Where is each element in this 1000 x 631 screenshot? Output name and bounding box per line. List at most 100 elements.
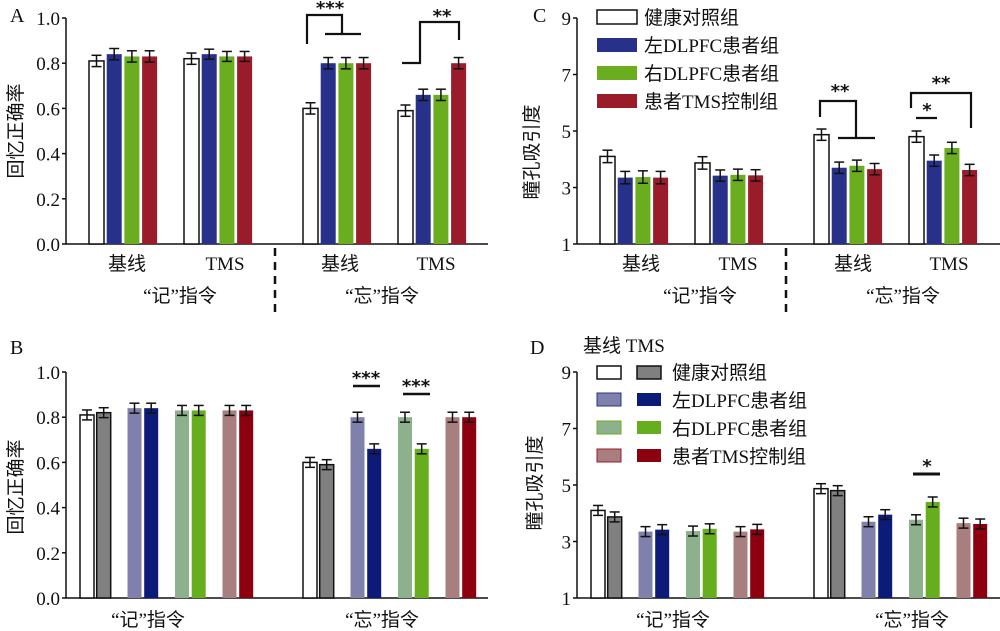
panel-b-ytick-label: 0.0	[36, 589, 60, 610]
panel-d-bar-0-2-tms	[702, 528, 717, 598]
panel-d-ytick-label: 5	[562, 476, 572, 497]
sig-c2: **	[932, 73, 951, 94]
panel-a-bar-1-1	[201, 54, 217, 244]
panel-c-bar-0-3	[653, 177, 669, 244]
panel-c-sig-brackets	[818, 91, 973, 140]
panel-c-bar-3-3	[962, 169, 978, 244]
panel-b-ytick-label: 0.2	[36, 544, 60, 565]
panel-c-xtick-forget-baseline: 基线	[834, 253, 872, 275]
panel-c-ytick-label: 9	[562, 9, 572, 30]
panel-a-group-remember: “记”指令	[143, 285, 217, 307]
legend-swatch-right-baseline	[596, 420, 622, 435]
legend-swatch-right-dlpfc	[597, 66, 637, 80]
panel-b-bar-1-1-tms	[367, 448, 382, 598]
panel-a-bar-2-3	[356, 63, 372, 245]
legend-label-tms-control: 患者TMS控制组	[644, 91, 778, 113]
panel-d-bar-0-3-tms	[750, 529, 765, 598]
legend-label-healthy: 健康对照组	[672, 362, 767, 384]
panel-d-bar-1-0-tms	[829, 489, 846, 599]
panel-a-bar-3-1	[415, 94, 431, 244]
panel-a-bar-0-0	[88, 60, 105, 245]
panel-b-bar-1-2-baseline	[398, 417, 412, 598]
panel-b-ytick-label: 0.4	[36, 499, 60, 520]
bracket-a1-left	[305, 13, 344, 44]
panel-a-xtick-remember-baseline: 基线	[108, 253, 146, 275]
sig-a1: ***	[316, 0, 345, 19]
panel-b-bar-1-3-tms	[462, 417, 477, 598]
legend-header-baseline-tms: 基线 TMS	[583, 335, 665, 357]
panel-d-bar-0-0-baseline	[590, 509, 606, 599]
panel-label-c: C	[533, 5, 546, 27]
panel-d-bar-0-1-tms	[655, 529, 670, 598]
sig-c3: *	[922, 100, 932, 121]
panel-a-ytick-label: 0.0	[36, 235, 60, 256]
panel-b-bar-0-1-baseline	[127, 408, 142, 598]
panel-a-xtick-forget-tms: TMS	[416, 254, 455, 275]
legend-swatch-control-baseline	[596, 448, 622, 463]
panel-a-bar-3-2	[433, 94, 449, 244]
legend-label-right-dlpfc: 右DLPFC患者组	[672, 418, 807, 440]
panel-d-group-forget: “忘”指令	[875, 609, 949, 631]
panel-b-ytick-label: 0.6	[36, 453, 60, 474]
panel-c-xtick-forget-tms: TMS	[929, 254, 968, 275]
sig-c1: **	[831, 81, 850, 102]
panel-c-bar-0-2	[635, 177, 651, 244]
panel-d-bar-0-3-baseline	[733, 531, 748, 598]
panel-a-bar-1-2	[219, 56, 235, 244]
panel-c-bar-0-1	[617, 177, 633, 244]
panel-b-bar-1-1-baseline	[350, 417, 365, 598]
panel-b-bar-0-3-tms	[239, 410, 254, 598]
panel-a-ytick-label: 0.6	[36, 99, 60, 120]
panel-a-bar-0-3	[142, 56, 158, 244]
legend-label-healthy: 健康对照组	[644, 7, 739, 29]
panel-b-bar-0-3-baseline	[222, 410, 237, 598]
legend-swatch-left-tms	[637, 393, 661, 406]
panel-c-bar-3-0	[908, 135, 925, 245]
panel-b-ylabel: 回忆正确率	[5, 439, 27, 534]
panel-c-bar-2-1	[831, 167, 847, 244]
panel-a-bar-1-3	[237, 56, 253, 244]
sig-b2: ***	[402, 376, 431, 397]
panel-c-ytick-label: 7	[562, 66, 572, 87]
panel-b-group-remember: “记”指令	[111, 609, 185, 631]
panel-c-ytick-label: 3	[562, 179, 572, 200]
panel-c-bar-2-0	[813, 133, 830, 245]
panel-b-bar-0-0-tms	[95, 411, 112, 599]
panel-d-ytick-label: 1	[562, 589, 572, 610]
panel-a-ytick-label: 0.4	[36, 145, 60, 166]
panel-a-ytick-label: 1.0	[36, 9, 60, 30]
panel-c-bar-1-2	[730, 174, 746, 244]
panel-a-xtick-forget-baseline: 基线	[321, 253, 359, 275]
panel-c-bar-3-2	[944, 147, 960, 244]
panel-c-legend: 健康对照组 左DLPFC患者组 右DLPFC患者组 患者TMS控制组	[596, 7, 779, 113]
panel-b-bar-0-2-baseline	[175, 410, 189, 598]
bracket-c2	[909, 91, 973, 128]
panel-a-bar-3-0	[397, 109, 414, 245]
bars-layer	[79, 47, 988, 599]
legend-swatch-left-baseline	[596, 392, 622, 407]
legend-swatch-healthy-baseline	[596, 365, 622, 380]
bracket-c1-left	[818, 99, 858, 138]
panel-c-ytick-label: 5	[562, 122, 572, 143]
panel-c-xtick-remember-tms: TMS	[718, 254, 757, 275]
panel-d-bar-1-3-tms	[973, 523, 988, 598]
panel-d-bar-1-1-baseline	[861, 521, 876, 598]
legend-label-left-dlpfc: 左DLPFC患者组	[644, 35, 779, 57]
panel-c-bar-1-1	[712, 175, 728, 244]
panel-c-bar-2-3	[867, 169, 883, 244]
panel-a-bar-2-1	[320, 63, 336, 245]
panel-d-bar-1-3-baseline	[956, 523, 971, 598]
legend-label-left-dlpfc: 左DLPFC患者组	[672, 390, 807, 412]
panel-a-bar-0-2	[124, 56, 140, 244]
panel-a-ytick-label: 0.2	[36, 190, 60, 211]
panel-b-ytick-label: 1.0	[36, 363, 60, 384]
panel-b-bar-1-0-baseline	[302, 461, 318, 599]
panel-c-group-forget: “忘”指令	[866, 285, 940, 307]
panel-a-ytick-label: 0.8	[36, 54, 60, 75]
panel-c-bar-1-0	[694, 162, 711, 245]
panel-b-bar-1-3-baseline	[445, 417, 460, 598]
panel-d-ytick-label: 9	[562, 363, 572, 384]
panel-a-ylabel: 回忆正确率	[5, 83, 27, 178]
panel-a-bar-2-2	[338, 63, 354, 245]
